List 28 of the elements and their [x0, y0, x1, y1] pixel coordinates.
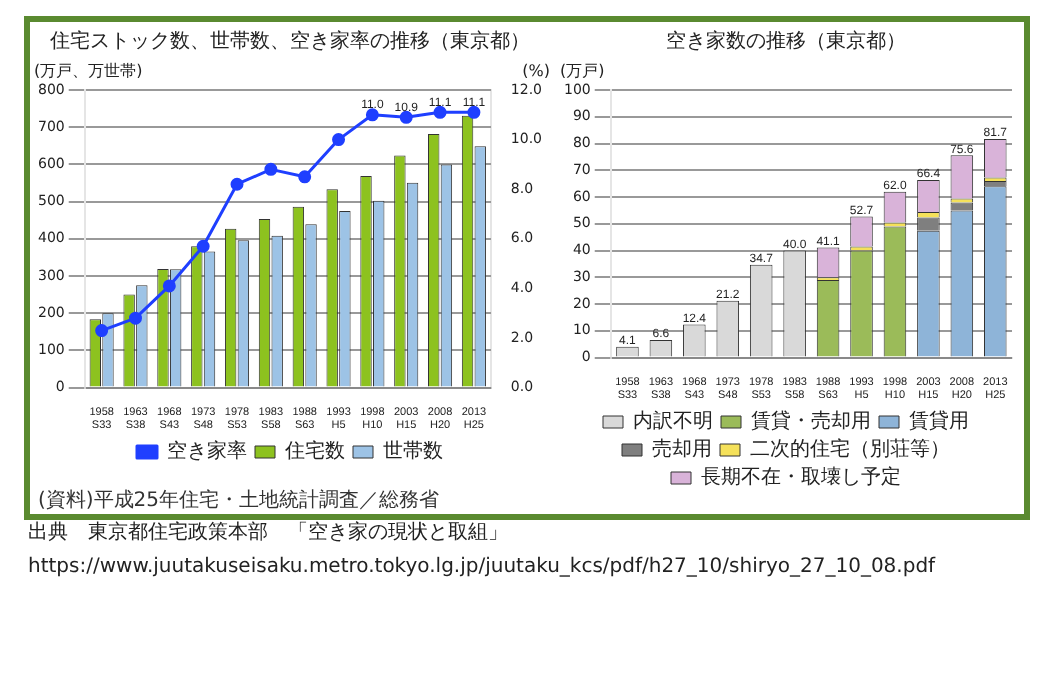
point — [433, 105, 447, 119]
point — [298, 170, 312, 184]
point — [332, 133, 346, 147]
chart-title: 空き家数の推移（東京都） — [666, 29, 906, 54]
text: https://www.juutakuseisaku.metro.tokyo.lg.jp/juutaku_kcs/pdf/h27_10/shiryo_27_10_08.pdf — [28, 554, 938, 582]
y-axis-title: (万戸) — [560, 62, 605, 81]
y2-axis-title: (%) — [522, 62, 550, 81]
text: (資料)平成25年住宅・土地統計調査／総務省 — [38, 487, 440, 514]
point — [467, 105, 481, 119]
legend-label: 内訳不明 — [633, 409, 713, 434]
point — [196, 239, 210, 253]
point — [365, 108, 379, 122]
legend-label: 賃貸・売却用 — [751, 409, 871, 434]
legend-label: 住宅数 — [285, 439, 345, 464]
y-axis-title: (万戸、万世帯) — [34, 62, 143, 81]
point — [230, 177, 244, 191]
legend-label: 世帯数 — [383, 439, 443, 464]
legend-label: 売却用 — [652, 437, 712, 462]
legend-label: 賃貸用 — [909, 409, 969, 434]
chart-title: 住宅ストック数、世帯数、空き家率の推移（東京都） — [50, 29, 530, 54]
legend-label: 空き家率 — [167, 439, 247, 464]
source-note: 出典 東京都住宅政策本部 「空き家の現状と取組」 — [28, 519, 510, 548]
legend-label: 長期不在・取壊し予定 — [701, 465, 901, 490]
legend-label: 二次的住宅（別荘等） — [750, 437, 950, 462]
point — [264, 162, 278, 176]
point — [95, 324, 109, 338]
point — [162, 279, 176, 293]
point — [128, 311, 142, 325]
